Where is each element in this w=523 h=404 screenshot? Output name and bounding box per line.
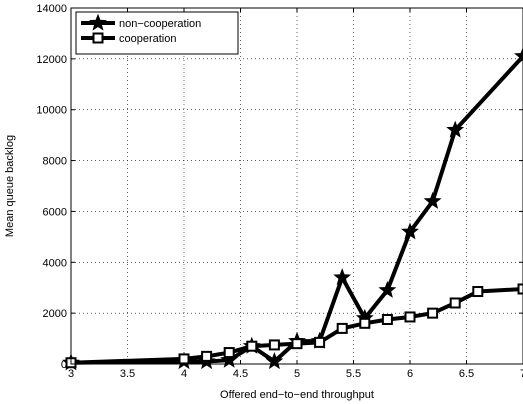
grid [71, 8, 523, 364]
x-tick-label: 3 [68, 368, 74, 380]
data-point [291, 338, 303, 350]
data-point [381, 314, 393, 325]
data-point [449, 297, 461, 309]
data-point [378, 280, 397, 298]
plot-frame [70, 7, 523, 365]
x-tick-label: 6.5 [459, 368, 474, 380]
data-point [333, 268, 352, 286]
x-tick-label: 6 [407, 368, 413, 380]
data-point [514, 46, 523, 64]
y-axis-label: Mean queue backlog [4, 135, 16, 237]
x-tick-label: 5 [294, 368, 300, 380]
data-point [423, 191, 442, 209]
x-tick-label: 4 [181, 368, 187, 380]
y-tick-label: 4000 [43, 257, 67, 269]
legend-marker [89, 13, 107, 31]
y-tick-label: 2000 [43, 308, 67, 320]
data-point [201, 350, 213, 362]
legend-label: non−cooperation [119, 18, 201, 30]
y-tick-label: 0 [61, 359, 67, 371]
data-point [427, 307, 439, 319]
y-tick-label: 8000 [43, 156, 67, 168]
y-tick-label: 12000 [36, 54, 67, 66]
data-point [404, 311, 416, 323]
data-point [359, 317, 371, 329]
series-line [69, 286, 523, 365]
y-tick-label: 6000 [43, 206, 67, 218]
data-point [265, 352, 284, 370]
data-point [401, 222, 419, 240]
data-point [223, 347, 235, 359]
y-tick-label: 14000 [36, 3, 67, 15]
tick-labels: 3 3.5 4 4.5 5 5.5 6 6.5 7 0 2000 4000 6000 8000 10000 1… [36, 3, 523, 380]
x-tick-label: 3.5 [120, 368, 135, 380]
data-point [336, 322, 348, 334]
data-point [517, 283, 523, 295]
data-point [446, 120, 465, 138]
x-tick-label: 4.5 [233, 368, 248, 380]
legend-label: cooperation [119, 33, 177, 45]
series-layer [62, 46, 523, 371]
data-point [246, 340, 258, 352]
x-axis-label: Offered end−to−end throughput [220, 389, 374, 401]
x-tick-label: 7 [520, 368, 523, 380]
legend: non−cooperation cooperation [75, 11, 239, 55]
legend-marker [92, 32, 104, 44]
data-point [268, 339, 280, 351]
x-tick-label: 5.5 [346, 368, 361, 380]
data-point [314, 336, 326, 348]
plot-area [71, 8, 523, 364]
y-tick-label: 10000 [36, 105, 67, 117]
series-2 [65, 283, 523, 369]
data-point [472, 286, 484, 298]
data-point [178, 353, 190, 365]
